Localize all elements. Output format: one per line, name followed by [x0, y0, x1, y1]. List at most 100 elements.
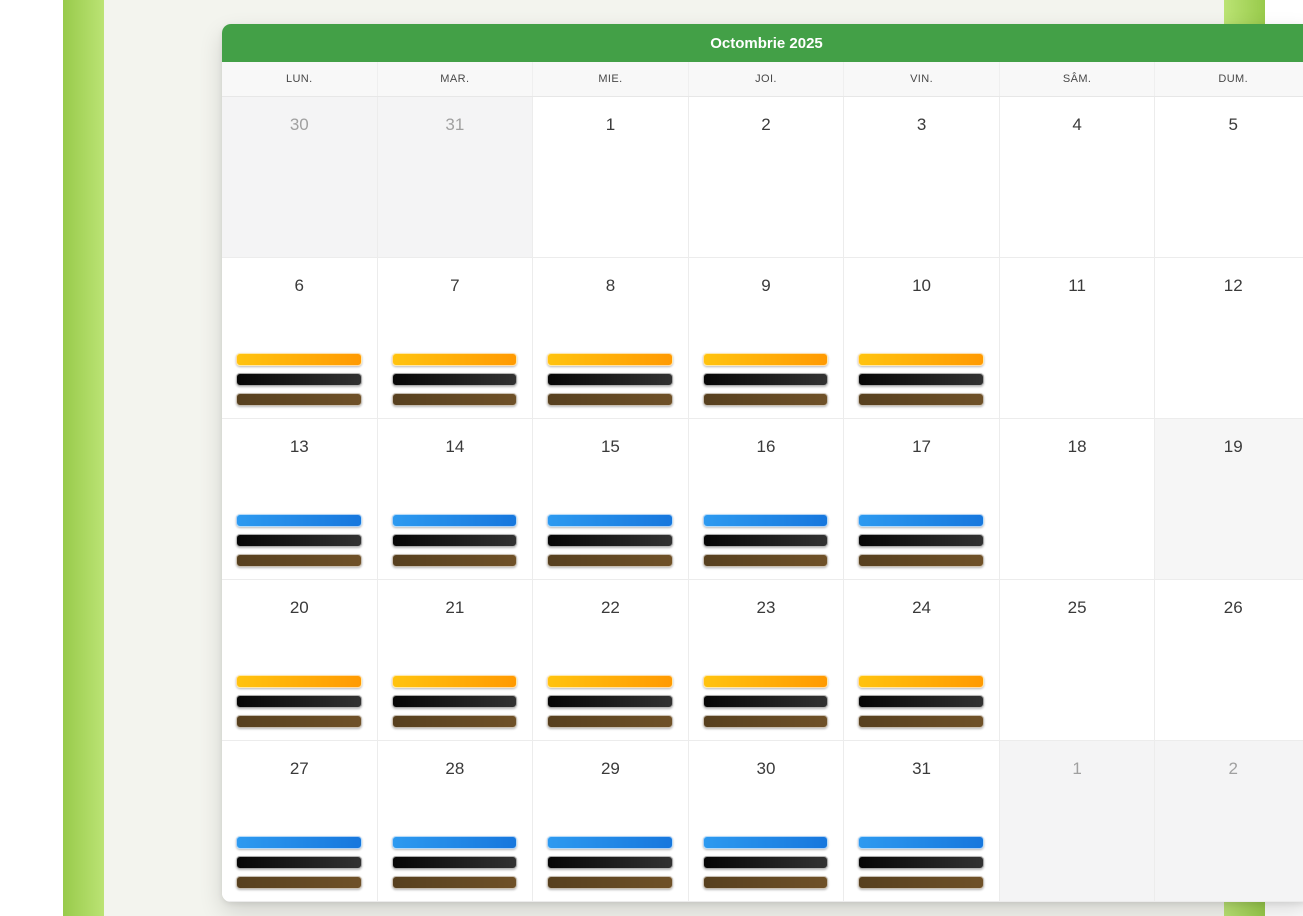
- day-cell[interactable]: 16: [688, 419, 845, 580]
- event-bar-brown[interactable]: [547, 715, 673, 728]
- event-bar-blue[interactable]: [858, 836, 984, 849]
- event-bar-orange[interactable]: [547, 353, 673, 366]
- event-bar-brown[interactable]: [547, 876, 673, 889]
- event-bar-black[interactable]: [391, 695, 518, 708]
- event-bar-blue[interactable]: [236, 514, 362, 527]
- day-cell[interactable]: 2: [688, 97, 845, 258]
- event-bar-black[interactable]: [391, 373, 518, 386]
- event-bar-black[interactable]: [547, 534, 673, 547]
- event-bar-brown[interactable]: [391, 554, 518, 567]
- event-bar-orange[interactable]: [858, 675, 984, 688]
- event-bar-blue[interactable]: [547, 836, 673, 849]
- day-cell[interactable]: 6: [222, 258, 378, 419]
- event-bar-black[interactable]: [236, 856, 362, 869]
- event-bar-brown[interactable]: [391, 715, 518, 728]
- event-bar-orange[interactable]: [236, 353, 362, 366]
- event-bar-black[interactable]: [236, 534, 362, 547]
- day-cell[interactable]: 22: [533, 580, 689, 741]
- event-bar-brown[interactable]: [858, 554, 984, 567]
- day-cell[interactable]: 7: [377, 258, 534, 419]
- day-cell[interactable]: 2: [1155, 741, 1303, 902]
- event-bar-orange[interactable]: [236, 675, 362, 688]
- event-bar-orange[interactable]: [547, 675, 673, 688]
- event-bar-blue[interactable]: [236, 836, 362, 849]
- day-cell[interactable]: 1: [533, 97, 689, 258]
- day-cell[interactable]: 26: [1155, 580, 1303, 741]
- day-cell[interactable]: 27: [222, 741, 378, 902]
- event-bar-black[interactable]: [547, 695, 673, 708]
- day-cell[interactable]: 4: [999, 97, 1156, 258]
- event-bar-orange[interactable]: [702, 353, 829, 366]
- day-cell[interactable]: 30: [688, 741, 845, 902]
- event-bar-black[interactable]: [236, 695, 362, 708]
- event-bar-brown[interactable]: [702, 393, 829, 406]
- day-cell[interactable]: 30: [222, 97, 378, 258]
- event-bar-black[interactable]: [702, 373, 829, 386]
- event-bar-brown[interactable]: [702, 554, 829, 567]
- day-number: 8: [605, 276, 616, 295]
- event-bar-blue[interactable]: [547, 514, 673, 527]
- day-number: 2: [1228, 759, 1238, 778]
- event-bar-brown[interactable]: [547, 554, 673, 567]
- event-bar-brown[interactable]: [858, 876, 984, 889]
- day-cell[interactable]: 23: [688, 580, 845, 741]
- event-bar-blue[interactable]: [858, 514, 984, 527]
- event-bar-black[interactable]: [702, 856, 829, 869]
- day-cell[interactable]: 10: [844, 258, 1000, 419]
- day-cell[interactable]: 17: [844, 419, 1000, 580]
- event-bar-brown[interactable]: [702, 876, 829, 889]
- event-bar-black[interactable]: [858, 534, 984, 547]
- event-bar-brown[interactable]: [547, 393, 673, 406]
- day-cell[interactable]: 31: [844, 741, 1000, 902]
- day-cell[interactable]: 20: [222, 580, 378, 741]
- event-bar-blue[interactable]: [391, 836, 518, 849]
- event-bar-brown[interactable]: [236, 876, 362, 889]
- day-cell[interactable]: 1: [999, 741, 1156, 902]
- day-cell[interactable]: 19: [1155, 419, 1303, 580]
- day-cell[interactable]: 11: [999, 258, 1156, 419]
- day-cell[interactable]: 9: [688, 258, 845, 419]
- event-bar-brown[interactable]: [236, 554, 362, 567]
- day-cell[interactable]: 3: [844, 97, 1000, 258]
- event-bar-orange[interactable]: [391, 675, 518, 688]
- event-bar-blue[interactable]: [702, 836, 829, 849]
- event-bar-brown[interactable]: [391, 393, 518, 406]
- event-bar-orange[interactable]: [391, 353, 518, 366]
- day-cell[interactable]: 31: [377, 97, 534, 258]
- event-bar-black[interactable]: [547, 856, 673, 869]
- event-bar-black[interactable]: [858, 856, 984, 869]
- day-cell[interactable]: 12: [1155, 258, 1303, 419]
- event-bar-orange[interactable]: [702, 675, 829, 688]
- event-bar-black[interactable]: [391, 856, 518, 869]
- event-bar-brown[interactable]: [391, 876, 518, 889]
- event-bar-brown[interactable]: [858, 715, 984, 728]
- event-bar-brown[interactable]: [236, 393, 362, 406]
- event-bar-brown[interactable]: [702, 715, 829, 728]
- event-bar-black[interactable]: [547, 373, 673, 386]
- event-bar-blue[interactable]: [702, 514, 829, 527]
- event-bar-black[interactable]: [702, 695, 829, 708]
- day-cell[interactable]: 18: [999, 419, 1156, 580]
- day-cell[interactable]: 15: [533, 419, 689, 580]
- weekday-label: DUM.: [1218, 73, 1249, 85]
- event-bar-black[interactable]: [702, 534, 829, 547]
- day-cell[interactable]: 28: [377, 741, 534, 902]
- day-cell[interactable]: 24: [844, 580, 1000, 741]
- day-cell[interactable]: 25: [999, 580, 1156, 741]
- day-cell[interactable]: 29: [533, 741, 689, 902]
- day-cell[interactable]: 14: [377, 419, 534, 580]
- event-bar-brown[interactable]: [858, 393, 984, 406]
- day-cell[interactable]: 8: [533, 258, 689, 419]
- event-bar-blue[interactable]: [391, 514, 518, 527]
- event-bar-black[interactable]: [858, 373, 984, 386]
- event-bar-black[interactable]: [858, 695, 984, 708]
- day-number: 13: [289, 437, 309, 456]
- event-bar-orange[interactable]: [858, 353, 984, 366]
- event-bar-black[interactable]: [236, 373, 362, 386]
- day-cell[interactable]: 13: [222, 419, 378, 580]
- day-number: 15: [600, 437, 620, 456]
- event-bar-black[interactable]: [391, 534, 518, 547]
- day-cell[interactable]: 21: [377, 580, 534, 741]
- event-bar-brown[interactable]: [236, 715, 362, 728]
- day-cell[interactable]: 5: [1155, 97, 1303, 258]
